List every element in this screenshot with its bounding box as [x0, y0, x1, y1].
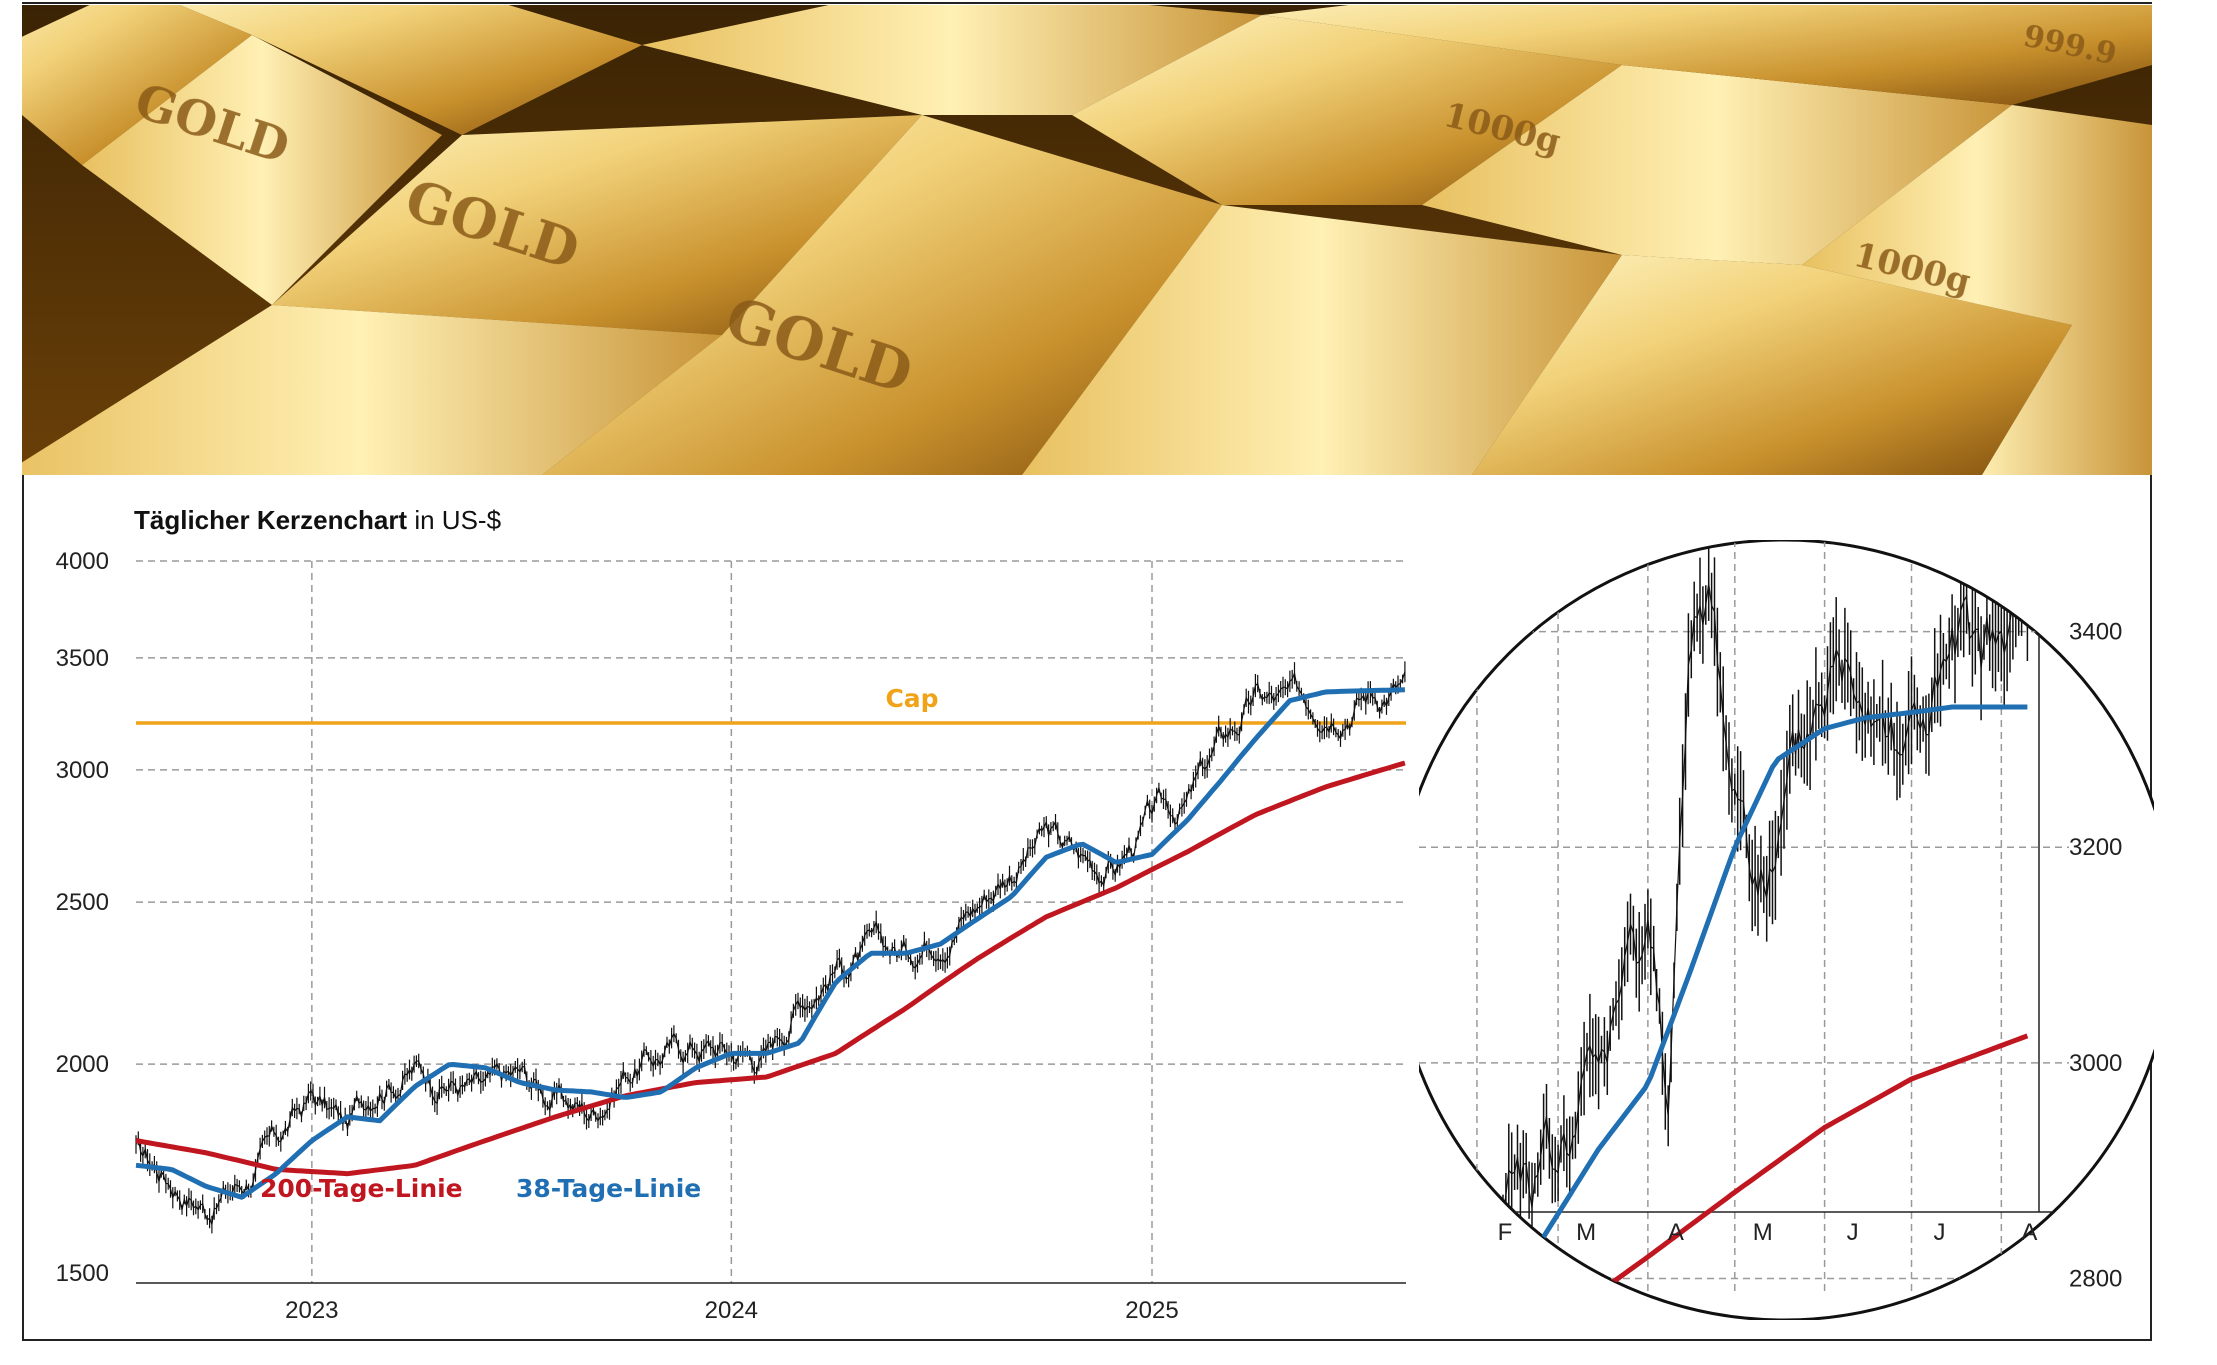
zoom-chart: 2800 3000 3200 3400 F M A M J J A [1392, 538, 2176, 1322]
chart-title: Täglicher Kerzenchart in US-$ [134, 505, 501, 536]
sma38-label: 38-Tage-Linie [516, 1174, 701, 1203]
zoom-x-tick-label: M [1576, 1219, 1596, 1246]
chart-title-bold: Täglicher Kerzenchart [134, 505, 408, 535]
x-tick-label: 2025 [1125, 1297, 1178, 1324]
price-line [135, 670, 1406, 1225]
chart-panel: Täglicher Kerzenchart in US-$ Cap 1500 20… [22, 475, 2176, 1341]
x-tick-label: 2023 [285, 1297, 338, 1324]
sma200-line [135, 760, 1406, 1177]
zoom-x-tick-label: F [1498, 1219, 1513, 1246]
zoom-y-tick-label: 2800 [2069, 1265, 2122, 1292]
sma200-label: 200-Tage-Linie [260, 1174, 463, 1203]
chart-title-unit: in US-$ [414, 505, 502, 535]
zoom-y-tick-label: 3000 [2069, 1050, 2122, 1077]
y-tick-label: 1500 [56, 1260, 109, 1287]
zoom-y-tick-label: 3400 [2069, 619, 2122, 646]
zoom-x-tick-label: A [1668, 1219, 1684, 1246]
zoom-x-tick-label: J [1934, 1219, 1946, 1246]
y-tick-label: 2000 [56, 1051, 109, 1078]
cap-label: Cap [885, 684, 938, 713]
zoom-x-tick-label: A [2021, 1219, 2037, 1246]
gold-bars-image: GOLD GOLD GOLD 1000g 1000g 999.9 [22, 5, 2152, 475]
zoom-x-tick-label: J [1847, 1219, 1859, 1246]
price-candles [135, 661, 1406, 1234]
x-tick-label: 2024 [705, 1297, 758, 1324]
y-tick-label: 2500 [56, 889, 109, 916]
y-tick-label: 3500 [56, 645, 109, 672]
zoom-price-line [1476, 583, 2028, 1274]
sma38-line [135, 687, 1405, 1200]
main-chart: Cap 1500 2000 2500 3000 3500 4000 2023 2024 2025… [56, 548, 1406, 1324]
y-tick-label: 4000 [56, 548, 109, 575]
zoom-x-tick-label: M [1753, 1219, 1773, 1246]
top-rule [22, 2, 2152, 4]
zoom-sma38-line [1474, 704, 2028, 1320]
zoom-y-tick-label: 3200 [2069, 834, 2122, 861]
zoom-inset: 2800 3000 3200 3400 F M A M J J A [1392, 538, 2176, 1325]
y-tick-label: 3000 [56, 757, 109, 784]
